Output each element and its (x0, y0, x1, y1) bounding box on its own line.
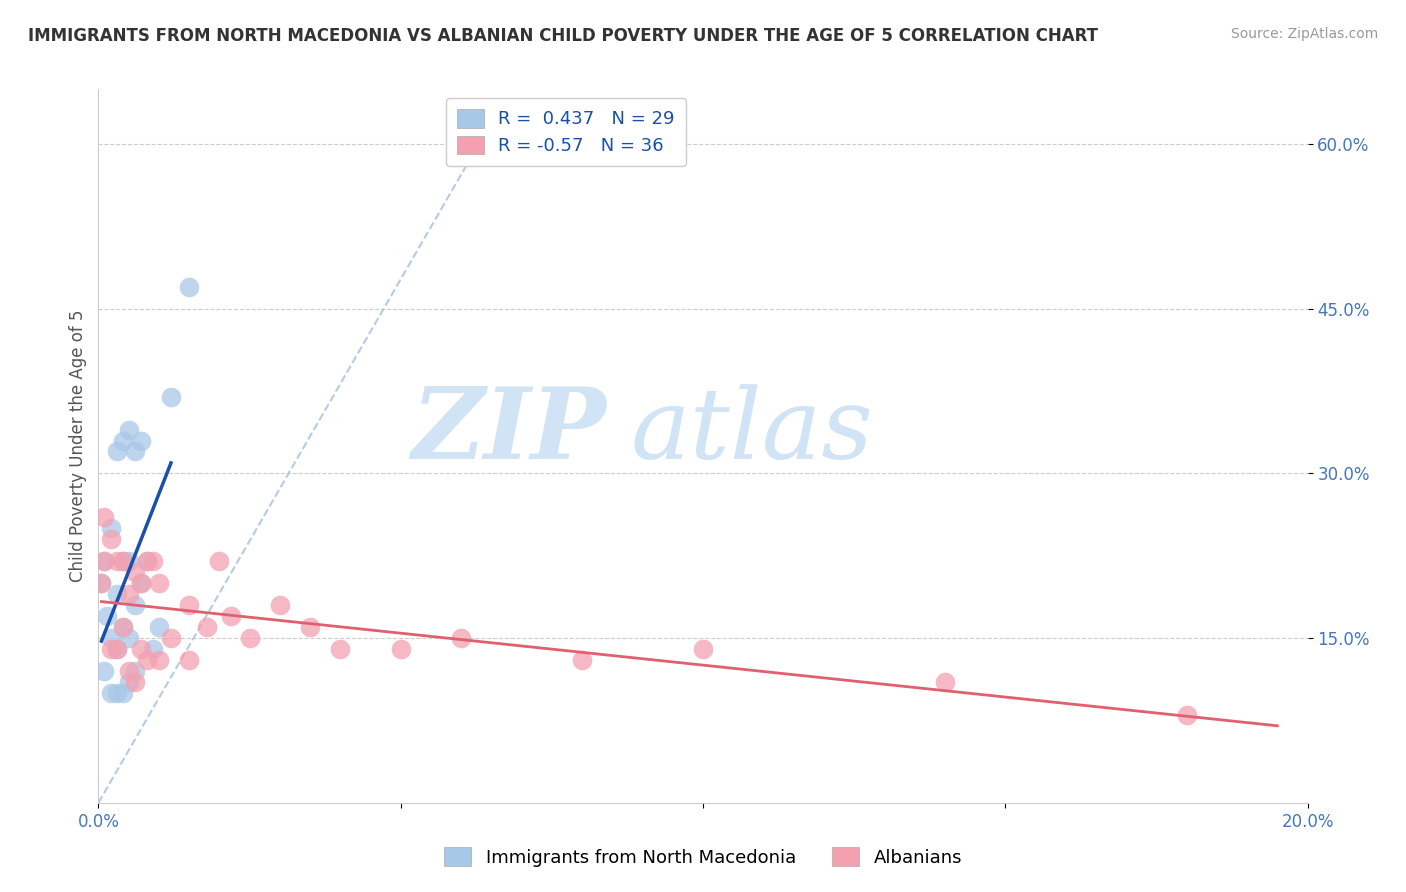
Text: IMMIGRANTS FROM NORTH MACEDONIA VS ALBANIAN CHILD POVERTY UNDER THE AGE OF 5 COR: IMMIGRANTS FROM NORTH MACEDONIA VS ALBAN… (28, 27, 1098, 45)
Point (148, 620, 170, 634)
Point (299, 620, 322, 634)
Point (118, 554, 141, 568)
Point (129, 642, 152, 657)
Point (93, 554, 115, 568)
Point (118, 631, 141, 645)
Point (129, 576, 152, 591)
Point (692, 642, 714, 657)
Point (111, 434, 134, 448)
Legend: Immigrants from North Macedonia, Albanians: Immigrants from North Macedonia, Albania… (437, 840, 969, 874)
Text: Source: ZipAtlas.com: Source: ZipAtlas.com (1230, 27, 1378, 41)
Point (105, 444, 128, 458)
Point (111, 554, 134, 568)
Point (450, 631, 472, 645)
Point (105, 587, 128, 601)
Point (179, 653, 201, 667)
Point (96, 609, 118, 624)
Point (93, 554, 115, 568)
Legend: R =  0.437   N = 29, R = -0.57   N = 36: R = 0.437 N = 29, R = -0.57 N = 36 (446, 98, 686, 166)
Point (160, 390, 183, 404)
Text: atlas: atlas (630, 384, 873, 479)
Point (111, 620, 134, 634)
Point (124, 664, 146, 678)
Point (100, 521, 122, 535)
Point (124, 444, 146, 458)
Point (148, 653, 170, 667)
Point (100, 631, 122, 645)
Point (105, 554, 128, 568)
Text: ZIP: ZIP (412, 384, 606, 480)
Point (221, 609, 243, 624)
Point (124, 566, 146, 580)
Point (93, 510, 115, 524)
Point (124, 598, 146, 612)
Point (934, 675, 956, 690)
Point (135, 554, 157, 568)
Point (142, 554, 165, 568)
Point (90, 576, 112, 591)
Point (135, 554, 157, 568)
Point (105, 642, 128, 657)
Point (1175, 708, 1198, 723)
Point (105, 642, 128, 657)
Point (124, 675, 146, 690)
Point (129, 576, 152, 591)
Point (179, 280, 201, 294)
Point (179, 598, 201, 612)
Point (329, 642, 352, 657)
Point (105, 686, 128, 700)
Point (142, 642, 165, 657)
Point (100, 686, 122, 700)
Point (111, 554, 134, 568)
Point (111, 686, 134, 700)
Point (571, 653, 593, 667)
Point (129, 434, 152, 448)
Y-axis label: Child Poverty Under the Age of 5: Child Poverty Under the Age of 5 (69, 310, 87, 582)
Point (90, 576, 112, 591)
Point (100, 533, 122, 547)
Point (118, 664, 141, 678)
Point (135, 653, 157, 667)
Point (118, 423, 141, 437)
Point (100, 642, 122, 657)
Point (389, 642, 412, 657)
Point (111, 620, 134, 634)
Point (269, 598, 291, 612)
Point (118, 587, 141, 601)
Point (148, 576, 170, 591)
Point (93, 664, 115, 678)
Point (118, 675, 141, 690)
Point (239, 631, 262, 645)
Point (195, 620, 218, 634)
Point (160, 631, 183, 645)
Point (208, 554, 231, 568)
